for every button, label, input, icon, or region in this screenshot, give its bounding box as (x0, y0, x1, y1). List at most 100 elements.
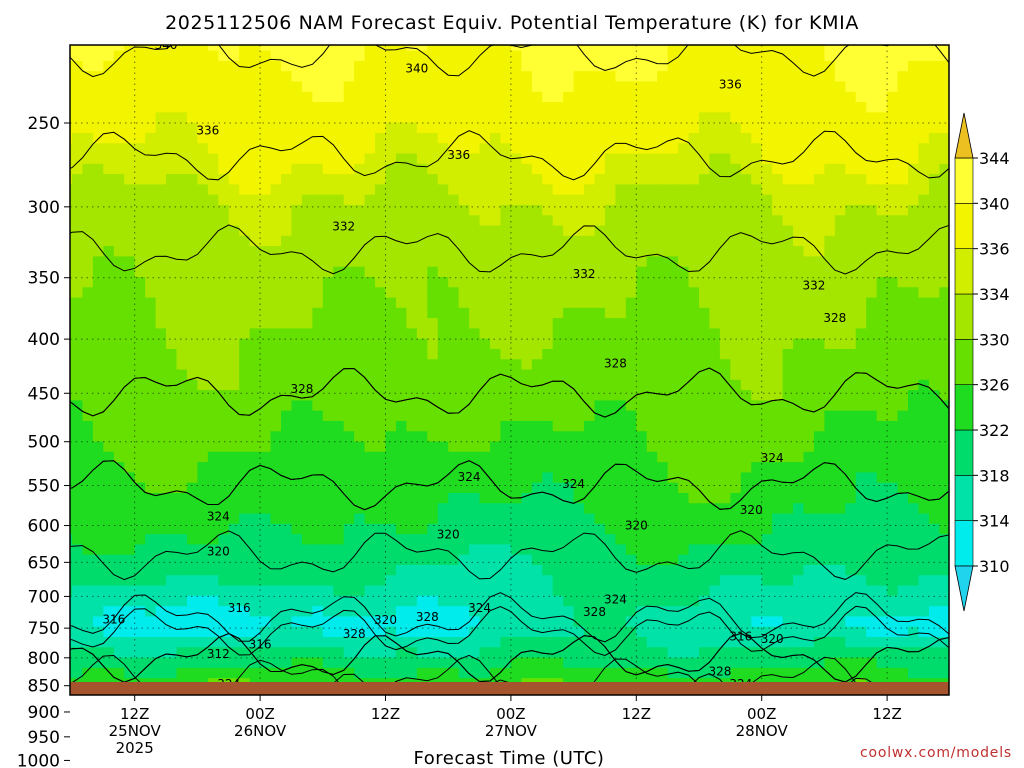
field-cell (228, 523, 240, 535)
field-cell (510, 81, 522, 93)
field-cell (887, 431, 899, 443)
field-cell (803, 246, 815, 257)
field-cell (458, 420, 470, 432)
field-cell (312, 235, 324, 247)
field-cell (479, 256, 491, 268)
field-cell (406, 441, 418, 453)
field-cell (406, 143, 418, 155)
field-cell (699, 554, 711, 566)
field-cell (333, 163, 345, 175)
field-cell (887, 112, 899, 124)
field-cell (364, 606, 376, 618)
field-cell (375, 338, 387, 350)
field-cell (490, 575, 502, 587)
field-cell (510, 585, 522, 597)
field-cell (354, 215, 366, 227)
field-cell (385, 297, 397, 309)
field-cell (479, 359, 491, 371)
field-cell (427, 462, 439, 474)
field-cell (322, 102, 334, 113)
field-cell (186, 50, 198, 62)
field-cell (186, 225, 198, 237)
field-cell (772, 554, 784, 566)
field-cell (782, 132, 794, 144)
field-cell (291, 328, 303, 340)
field-cell (448, 112, 460, 124)
field-cell (458, 297, 470, 309)
field-cell (500, 194, 512, 206)
field-cell (584, 256, 596, 268)
field-cell (322, 534, 334, 546)
field-cell (887, 616, 899, 628)
field-cell (813, 503, 825, 515)
field-cell (939, 523, 949, 535)
field-cell (291, 513, 303, 525)
field-cell (301, 45, 313, 52)
field-cell (469, 575, 481, 587)
field-cell (625, 492, 637, 504)
field-cell (646, 523, 658, 535)
field-cell (82, 256, 94, 268)
field-cell (887, 338, 899, 350)
field-cell (134, 132, 146, 144)
field-cell (155, 503, 167, 515)
field-cell (845, 287, 857, 299)
field-cell (82, 338, 94, 350)
field-cell (657, 554, 669, 566)
field-cell (176, 544, 188, 556)
field-cell (416, 276, 428, 288)
field-cell (134, 204, 146, 216)
field-cell (699, 194, 711, 206)
field-cell (688, 215, 700, 227)
field-cell (416, 153, 428, 165)
field-cell (218, 256, 230, 268)
field-cell (740, 328, 752, 340)
field-cell (636, 544, 648, 556)
field-cell (427, 174, 439, 185)
field-cell (364, 163, 376, 175)
field-cell (813, 122, 825, 134)
field-cell (719, 626, 731, 638)
field-cell (667, 472, 679, 484)
field-cell (824, 554, 836, 566)
field-cell (228, 153, 240, 165)
field-cell (176, 45, 188, 52)
field-cell (500, 585, 512, 597)
field-cell (458, 45, 470, 52)
field-cell (207, 266, 219, 278)
field-cell (228, 472, 240, 484)
field-cell (281, 523, 293, 535)
field-cell (469, 143, 481, 155)
field-cell (500, 390, 512, 401)
field-cell (113, 60, 125, 72)
field-cell (207, 390, 219, 401)
field-cell (500, 132, 512, 144)
field-cell (479, 71, 491, 83)
field-cell (406, 215, 418, 227)
field-cell (510, 204, 522, 216)
field-cell (782, 174, 794, 185)
field-cell (82, 482, 94, 494)
field-cell (667, 575, 679, 587)
field-cell (845, 276, 857, 288)
field-cell (678, 256, 690, 268)
field-cell (395, 482, 407, 494)
field-cell (354, 338, 366, 350)
field-cell (479, 523, 491, 535)
field-cell (270, 297, 282, 309)
field-cell (521, 554, 533, 566)
field-cell (124, 400, 136, 412)
field-cell (70, 369, 73, 381)
field-cell (218, 225, 230, 237)
field-cell (887, 513, 899, 525)
field-cell (500, 266, 512, 278)
field-cell (291, 390, 303, 401)
field-cell (834, 544, 846, 556)
field-cell (761, 184, 773, 196)
field-cell (166, 544, 178, 556)
field-cell (437, 410, 449, 422)
field-cell (604, 163, 616, 175)
field-cell (385, 45, 397, 52)
field-cell (239, 215, 251, 227)
field-cell (625, 616, 637, 628)
